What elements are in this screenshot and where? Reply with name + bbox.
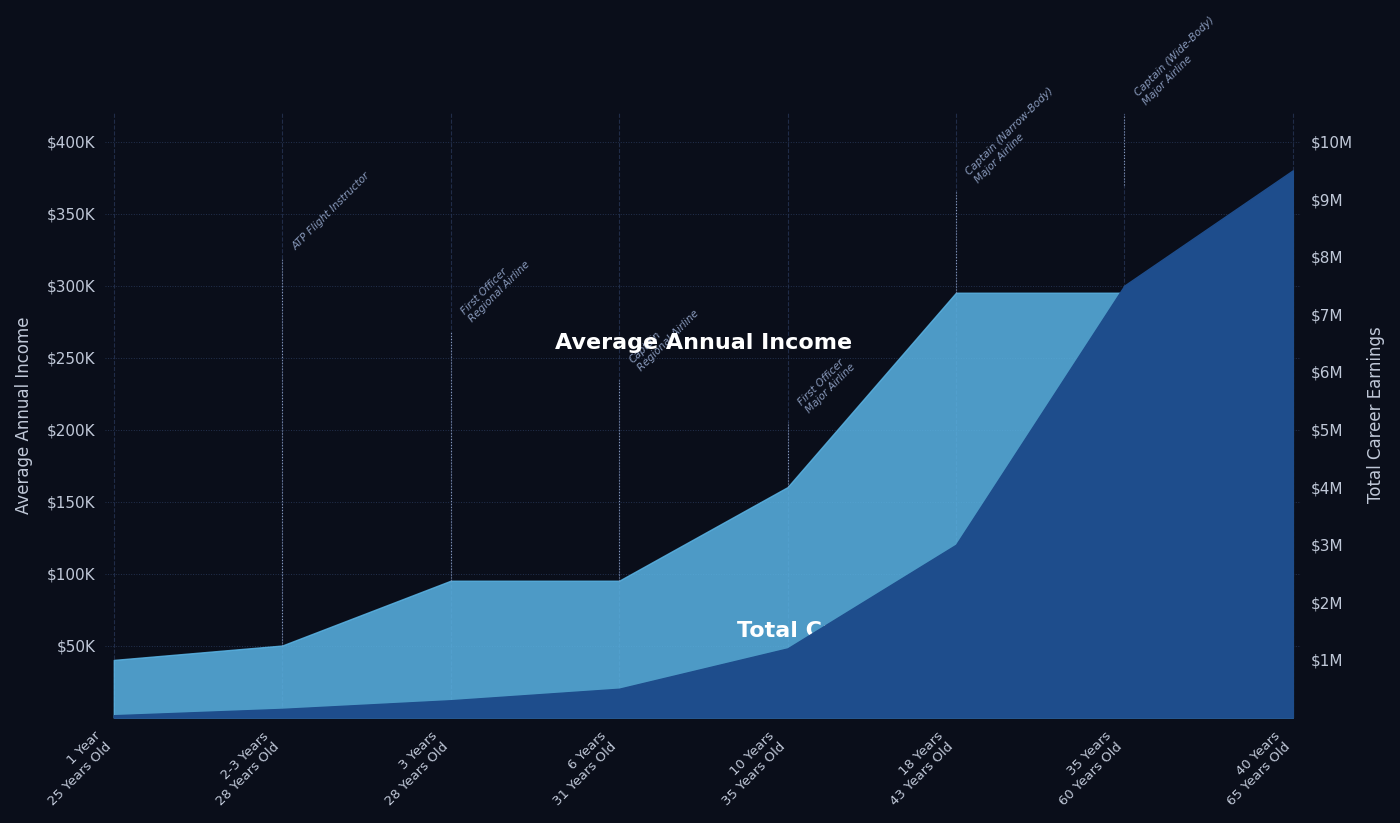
Text: Average Annual Income: Average Annual Income <box>554 333 851 353</box>
Text: ATP Flight Instructor: ATP Flight Instructor <box>291 170 372 252</box>
Y-axis label: Total Career Earnings: Total Career Earnings <box>1366 327 1385 504</box>
Text: Captain (Narrow-Body)
Major Airline: Captain (Narrow-Body) Major Airline <box>965 86 1064 185</box>
Y-axis label: Average Annual Income: Average Annual Income <box>15 316 34 514</box>
Text: Captain (Wide-Body)
Major Airline: Captain (Wide-Body) Major Airline <box>1133 16 1224 107</box>
Text: Total Career Earnings: Total Career Earnings <box>736 621 1007 641</box>
Text: First Officer
Regional Airline: First Officer Regional Airline <box>459 251 532 324</box>
Text: Captain
Regional Airline: Captain Regional Airline <box>627 300 700 373</box>
Text: First Officer
Major Airline: First Officer Major Airline <box>797 354 857 415</box>
